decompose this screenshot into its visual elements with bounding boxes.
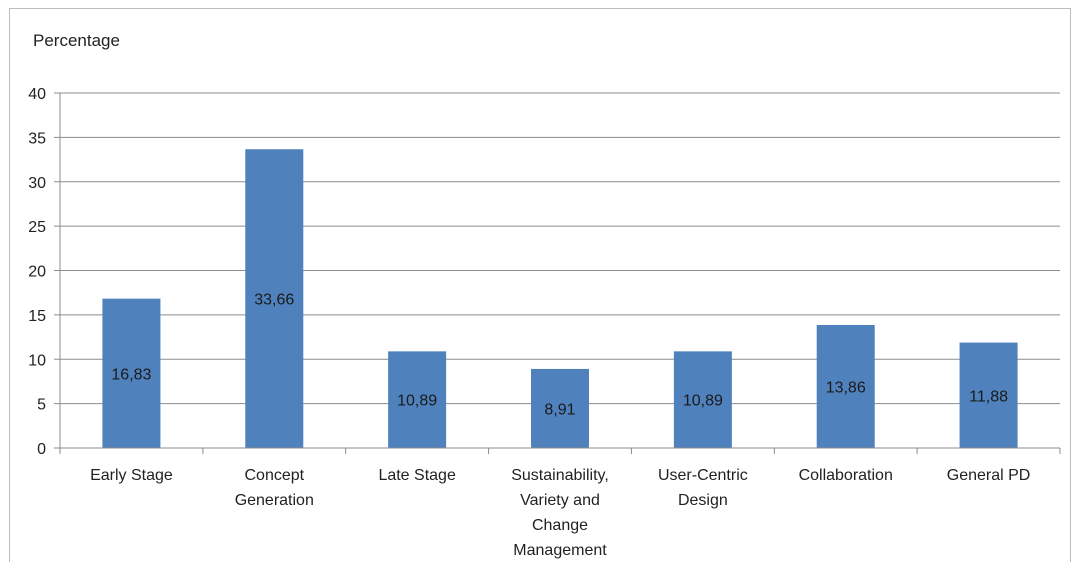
y-tick-label: 20 (28, 264, 46, 281)
category-label: Collaboration (799, 467, 893, 484)
data-label: 33,66 (254, 292, 294, 309)
data-label: 11,88 (969, 388, 1008, 405)
y-tick-label: 25 (28, 219, 46, 236)
bar (102, 298, 161, 448)
category-label: User-Centric Design (658, 467, 748, 509)
bar (388, 351, 447, 448)
gridlines (60, 92, 1060, 405)
bar (816, 324, 875, 448)
y-tick-label: 15 (28, 308, 46, 325)
data-label: 10,89 (397, 393, 437, 410)
category-label: Concept Generation (235, 467, 314, 509)
category-label: Early Stage (90, 467, 173, 484)
category-label: General PD (947, 467, 1031, 484)
category-label: Late Stage (378, 467, 456, 484)
labels: 0 5 10 15 20 25 30 35 40 16,83 Early Stage 33,66 Con… (28, 86, 1030, 559)
y-tick-label: 30 (28, 175, 46, 192)
y-tick-label: 35 (28, 130, 46, 147)
axes (54, 92, 1061, 454)
bars (102, 149, 1018, 448)
bar (959, 342, 1018, 448)
category-label: Sustainability, Variety and Change Manageme… (511, 467, 609, 559)
y-axis-title: Percentage (33, 31, 120, 50)
y-tick-label: 5 (37, 397, 46, 414)
y-tick-label: 10 (28, 352, 46, 369)
data-label: 16,83 (111, 366, 151, 383)
data-label: 8,91 (544, 401, 575, 418)
bar (531, 368, 589, 448)
bar (673, 351, 732, 448)
data-label: 10,89 (683, 393, 723, 410)
chart-frame (9, 8, 1071, 562)
y-tick-label: 0 (37, 441, 46, 458)
y-tick-label: 40 (28, 86, 46, 103)
bar (245, 149, 304, 448)
data-label: 13,86 (826, 379, 866, 396)
